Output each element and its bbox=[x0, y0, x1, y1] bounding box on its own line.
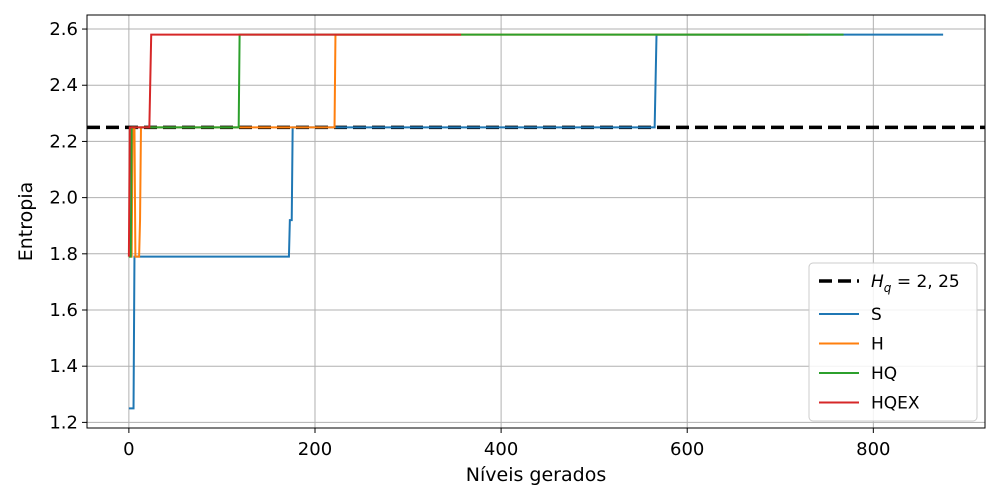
series-line-hq bbox=[128, 33, 844, 258]
legend: Hq = 2, 25 SH HQ HQEX bbox=[808, 262, 978, 422]
y-tick-label: 2.4 bbox=[49, 75, 78, 96]
legend-label-hq-ref: Hq = 2, 25 bbox=[871, 272, 960, 295]
x-axis-ticks: 0 200 400 600 800 bbox=[123, 428, 891, 460]
y-tick-label: 1.8 bbox=[49, 244, 78, 265]
y-tick-label: 2.0 bbox=[49, 188, 78, 209]
y-axis-title: Entropia bbox=[15, 182, 37, 262]
x-tick-label: 200 bbox=[298, 439, 332, 460]
series-line-s bbox=[128, 33, 944, 410]
y-tick-label: 1.4 bbox=[49, 356, 78, 377]
legend-label-h: H bbox=[871, 335, 884, 355]
series-lines bbox=[127, 33, 944, 410]
x-tick-label: 400 bbox=[484, 439, 518, 460]
legend-label-s: S bbox=[871, 305, 882, 325]
x-tick-label: 600 bbox=[670, 439, 704, 460]
series-line-hqex bbox=[127, 33, 462, 257]
legend-label-hqex: HQEX bbox=[871, 394, 920, 414]
y-tick-label: 2.2 bbox=[49, 131, 78, 152]
x-axis-title: Níveis gerados bbox=[466, 464, 606, 486]
y-tick-label: 1.2 bbox=[49, 412, 78, 433]
y-tick-label: 2.6 bbox=[49, 19, 78, 40]
y-tick-label: 1.6 bbox=[49, 300, 78, 321]
y-axis-ticks: 1.2 1.4 1.6 1.8 2.0 2.2 2.4 2.6 bbox=[49, 19, 87, 433]
x-tick-label: 800 bbox=[856, 439, 890, 460]
legend-box bbox=[808, 262, 978, 422]
grid-lines bbox=[87, 15, 985, 428]
x-tick-label: 0 bbox=[123, 439, 134, 460]
series-line-h bbox=[128, 33, 809, 258]
legend-label-hq: HQ bbox=[871, 364, 897, 384]
plot-frame bbox=[86, 14, 986, 429]
